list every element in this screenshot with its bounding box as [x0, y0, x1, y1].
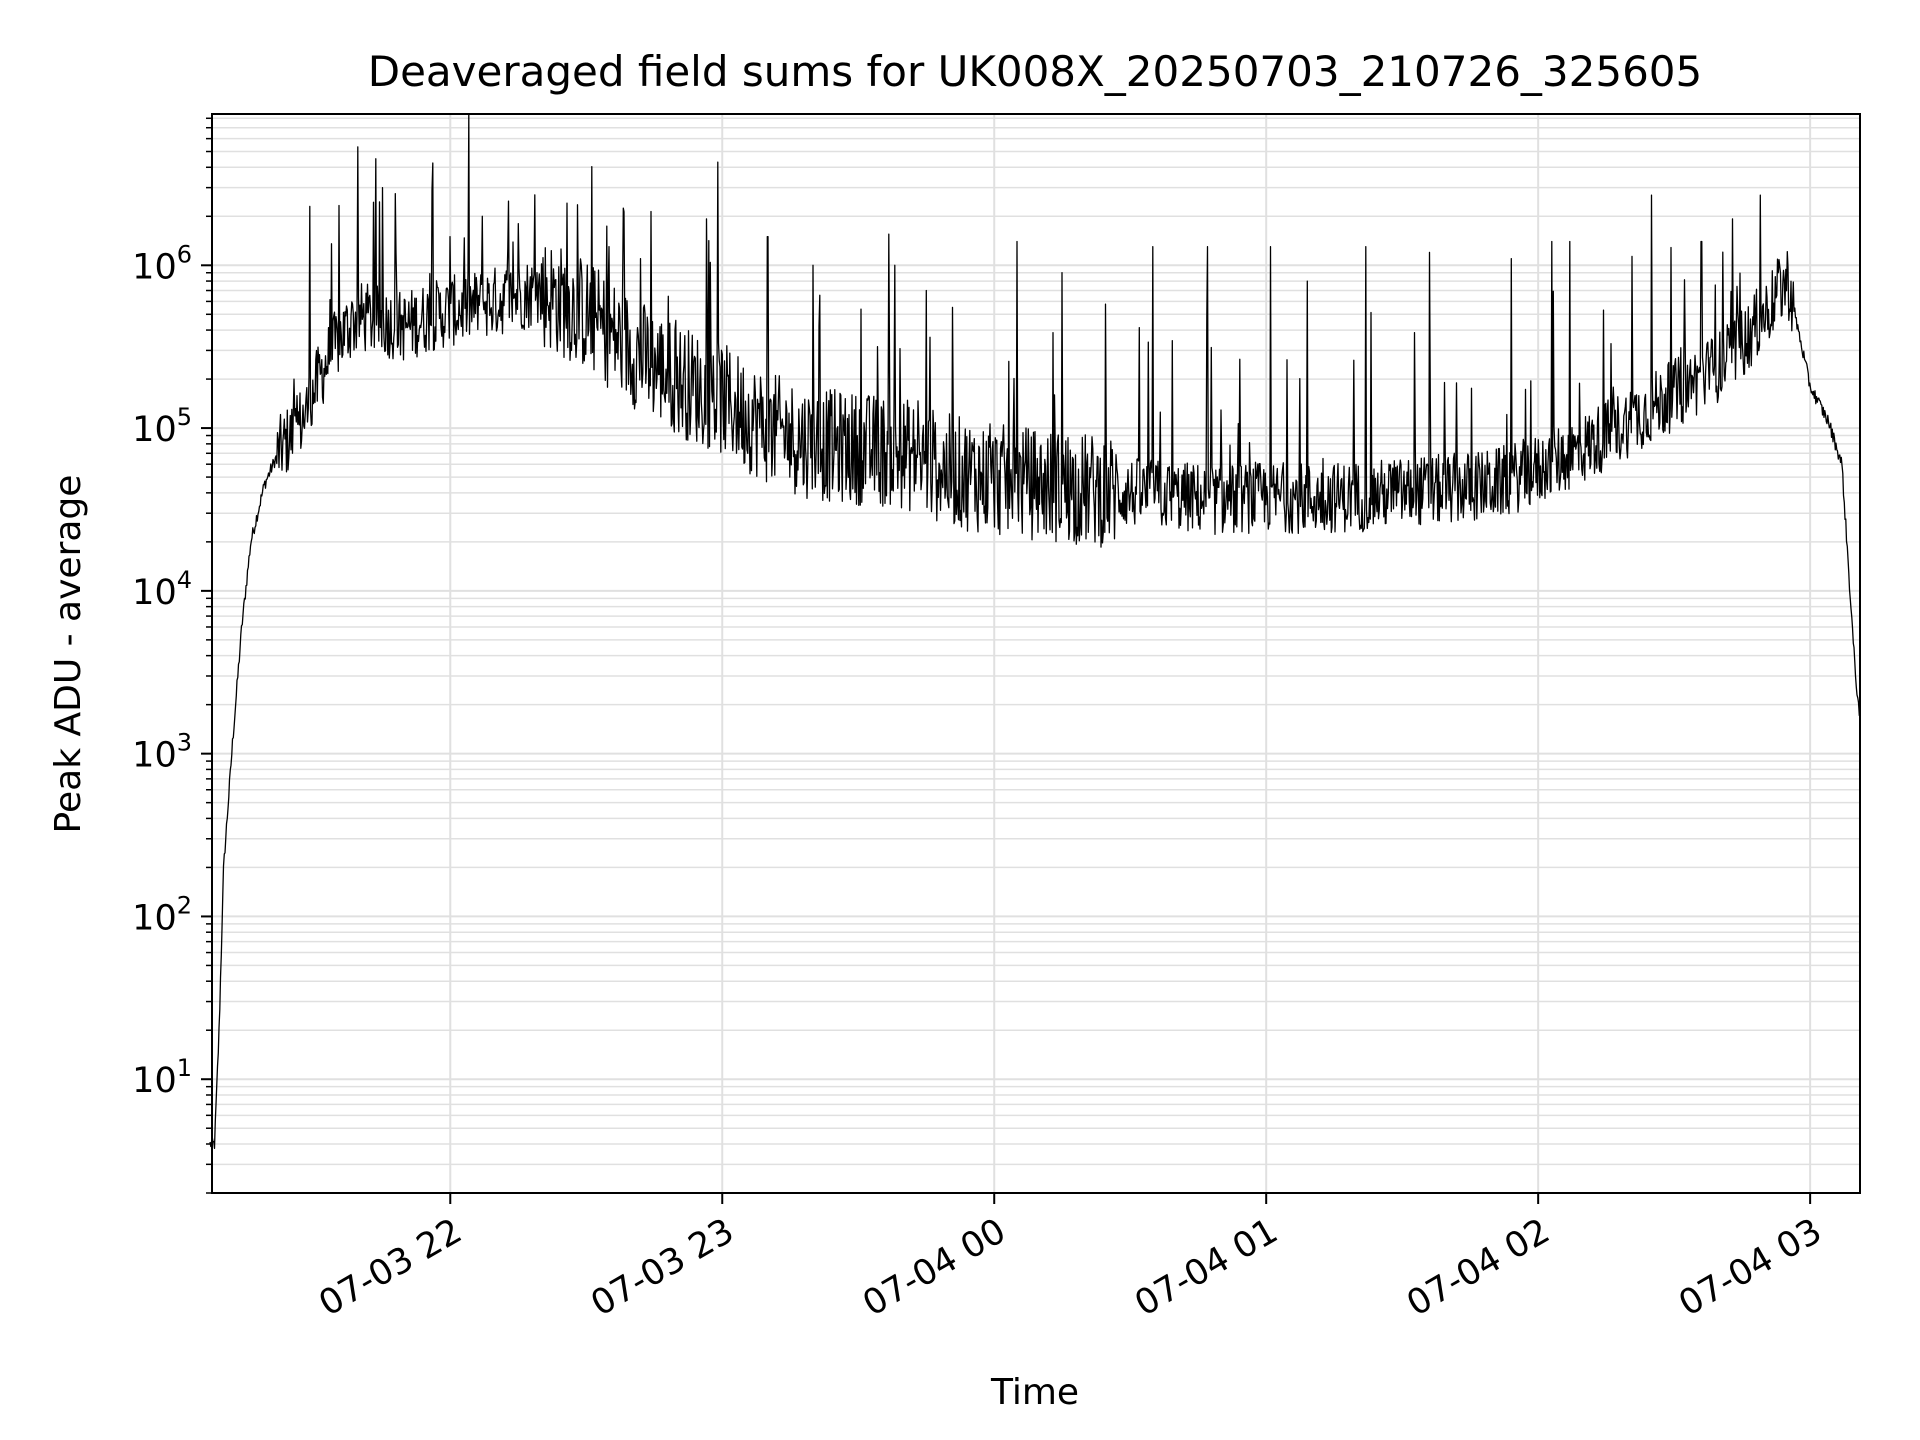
y-axis-label: Peak ADU - average: [48, 475, 89, 834]
plot-frame: [211, 113, 1861, 1194]
y-tick-label: 102: [132, 891, 192, 938]
y-tick-label: 103: [132, 729, 192, 776]
y-tick-label: 105: [132, 403, 192, 450]
y-axis: 101 102 103 104 105 106: [132, 117, 212, 1194]
x-axis-label: Time: [990, 1372, 1079, 1413]
y-tick-label: 106: [132, 240, 192, 287]
plot-lines: [209, 113, 1861, 1149]
y-tick-label: 104: [132, 566, 192, 613]
chart-title: Deaveraged field sums for UK008X_2025070…: [368, 47, 1703, 96]
series-line: [209, 113, 1861, 1149]
y-tick-label: 101: [132, 1054, 192, 1101]
